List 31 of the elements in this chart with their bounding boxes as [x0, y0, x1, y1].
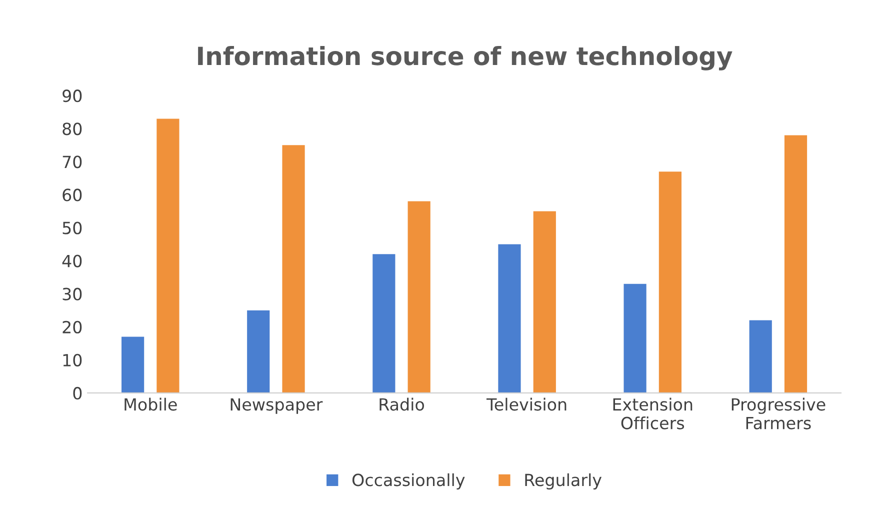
bar — [624, 284, 646, 393]
bar — [784, 135, 808, 393]
x-tick-label: Newspaper — [230, 398, 323, 414]
bar — [498, 244, 521, 393]
bar — [749, 320, 772, 393]
y-tick-label: 90 — [62, 90, 82, 102]
y-tick-label: 40 — [62, 254, 82, 268]
legend-label: Occassionally — [352, 473, 465, 490]
bar — [408, 201, 430, 393]
y-tick-label: 80 — [62, 122, 82, 136]
bar — [122, 336, 144, 393]
bar — [247, 310, 270, 393]
x-tick-label: Radio — [380, 398, 424, 411]
y-tick-label: 0 — [73, 386, 82, 400]
x-tick-label: Television — [486, 398, 566, 411]
chart-title: Information source of new technology — [198, 46, 732, 70]
y-tick-label: 10 — [63, 354, 82, 366]
bar — [156, 118, 180, 393]
bar — [282, 145, 305, 393]
legend-label: Regularly — [525, 473, 602, 490]
bar — [372, 254, 396, 393]
x-tick-label: Mobile — [124, 398, 177, 411]
y-tick-label: 50 — [62, 222, 82, 234]
bar — [533, 211, 556, 393]
x-tick-label: Extension Officers — [613, 398, 692, 430]
y-tick-label: 60 — [62, 188, 82, 202]
x-tick-label: Progressive Farmers — [732, 398, 826, 430]
y-tick-label: 20 — [62, 320, 82, 334]
y-tick-label: 30 — [62, 288, 82, 300]
bar — [658, 172, 682, 393]
y-tick-label: 70 — [62, 156, 82, 168]
